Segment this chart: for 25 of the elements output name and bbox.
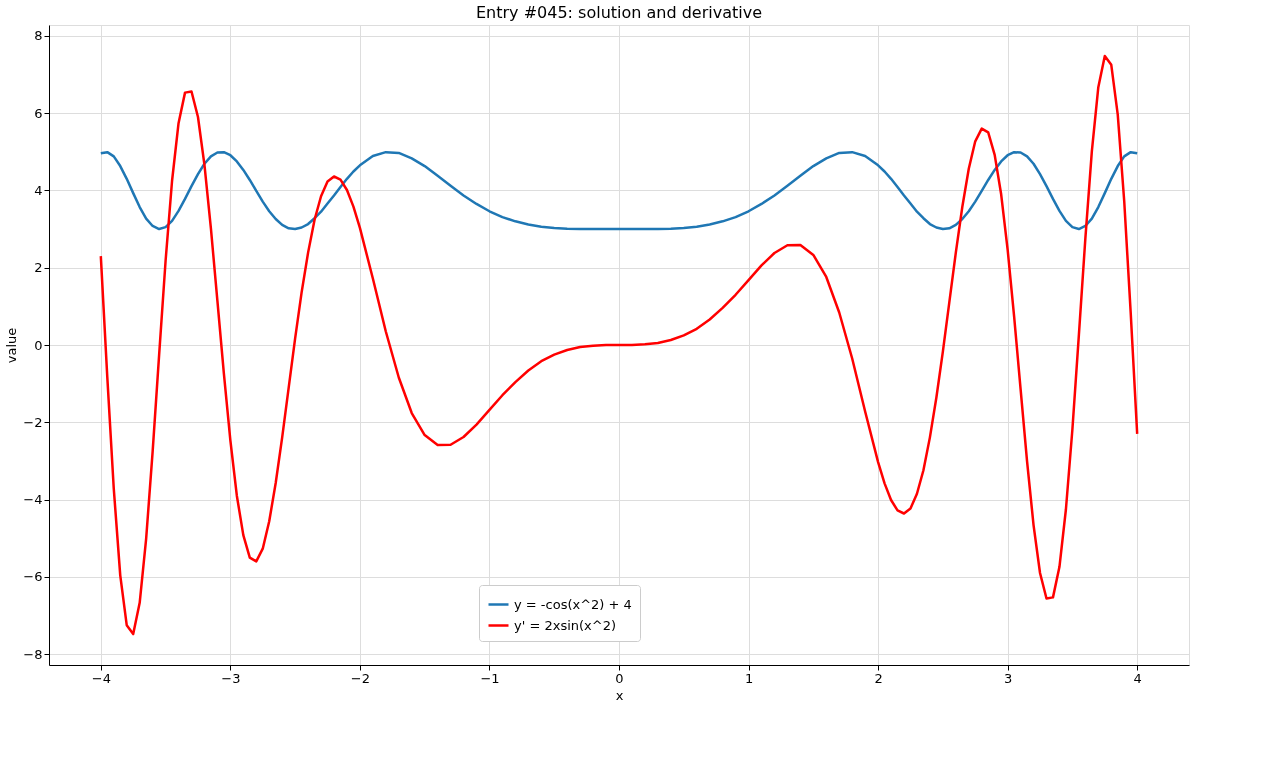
x-tick-label: −3 [221,670,241,686]
chart-title: Entry #045: solution and derivative [475,3,763,22]
y-tick-label: 6 [34,105,43,121]
x-tick-label: 4 [1133,670,1142,686]
y-tick-label: 8 [34,28,43,44]
line-series [99,150,1139,231]
legend-label: y' = 2xsin(x^2) [514,617,617,633]
y-tick-label: −2 [23,414,43,430]
x-tick-label: 3 [1004,670,1013,686]
x-tick-label: −2 [350,670,370,686]
y-tick-label: 0 [34,337,43,353]
line-series [99,54,1139,636]
x-tick-label: −4 [91,670,111,686]
y-tick-label: −6 [23,569,43,585]
x-tick-label: 1 [744,670,754,686]
x-tick-label: 2 [874,670,883,686]
legend-label: y = -cos(x^2) + 4 [514,596,632,612]
x-tick-label: 0 [615,670,624,686]
y-tick-label: 2 [34,260,43,276]
y-axis-title: value [4,327,20,364]
x-tick-label: −1 [480,670,500,686]
x-axis-title: x [615,687,624,703]
y-tick-label: 4 [34,182,43,198]
y-tick-label: −4 [23,492,43,508]
y-tick-label: −8 [23,646,43,662]
